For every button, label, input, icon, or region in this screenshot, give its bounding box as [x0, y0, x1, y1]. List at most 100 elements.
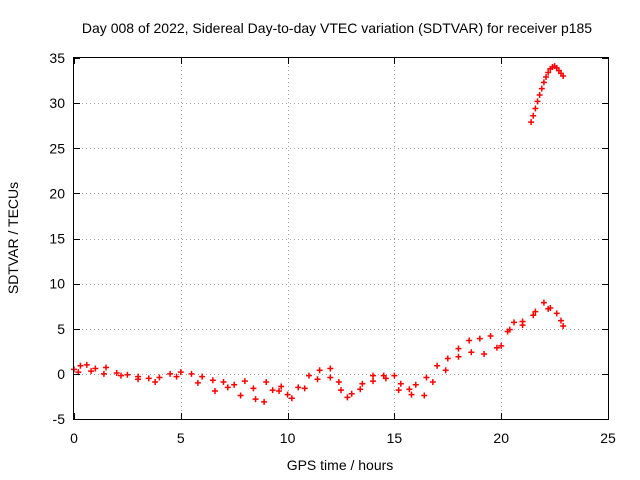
data-point	[540, 299, 547, 306]
y-tick-label: 0	[57, 366, 65, 382]
data-point	[532, 105, 539, 112]
x-axis-label: GPS time / hours	[287, 457, 394, 473]
data-point	[534, 98, 541, 105]
data-point	[357, 386, 364, 393]
data-point	[434, 362, 441, 369]
y-tick-label: 35	[49, 50, 65, 66]
data-point	[519, 322, 526, 329]
data-point	[429, 378, 436, 385]
grid	[74, 58, 608, 419]
data-point	[543, 73, 550, 80]
data-point	[100, 370, 107, 377]
data-point	[177, 369, 184, 376]
x-tick-label: 0	[70, 430, 78, 446]
data-point	[269, 387, 276, 394]
y-tick-label: 15	[49, 231, 65, 247]
data-point	[113, 369, 120, 376]
data-point	[481, 351, 488, 358]
data-point	[152, 378, 159, 385]
data-point	[295, 384, 302, 391]
y-tick-label: 20	[49, 185, 65, 201]
data-point	[199, 373, 206, 380]
plot-frame	[73, 57, 609, 420]
data-point	[224, 384, 231, 391]
data-point	[348, 390, 355, 397]
y-tick-label: 25	[49, 140, 65, 156]
data-point	[156, 374, 163, 381]
data-point	[305, 372, 312, 379]
data-point	[408, 391, 415, 398]
y-tick-label: 10	[49, 276, 65, 292]
data-point	[359, 380, 366, 387]
data-point	[540, 79, 547, 86]
data-point	[83, 361, 90, 368]
y-tick-label: -5	[53, 411, 66, 427]
data-point	[545, 305, 552, 312]
data-point	[314, 376, 321, 383]
data-point	[511, 319, 518, 326]
data-layer	[71, 63, 567, 405]
data-point	[397, 380, 404, 387]
x-tick-label: 5	[177, 430, 185, 446]
data-point	[421, 392, 428, 399]
data-point	[145, 375, 152, 382]
chart-title: Day 008 of 2022, Sidereal Day-to-day VTE…	[82, 20, 592, 36]
data-point	[338, 387, 344, 394]
data-point	[88, 368, 95, 375]
data-point	[528, 119, 535, 126]
data-point	[455, 353, 462, 360]
data-point	[468, 349, 475, 356]
data-point	[209, 377, 216, 384]
data-point	[560, 73, 567, 80]
data-point	[553, 310, 560, 317]
x-tick-label: 10	[280, 430, 296, 446]
data-point	[395, 387, 402, 394]
data-point	[412, 381, 419, 388]
data-point	[498, 342, 505, 349]
data-series	[75, 305, 565, 402]
data-point	[532, 308, 539, 315]
y-tick-label: 30	[49, 95, 65, 111]
data-point	[391, 372, 398, 379]
data-point	[92, 365, 99, 372]
data-point	[476, 335, 483, 342]
data-point	[135, 376, 142, 383]
x-tick-label: 25	[600, 430, 616, 446]
data-point	[77, 362, 84, 369]
data-point	[288, 395, 295, 402]
data-point	[173, 373, 180, 380]
data-point	[241, 378, 248, 385]
data-point	[493, 344, 500, 351]
data-point	[220, 378, 227, 385]
data-point	[560, 323, 567, 330]
data-point	[466, 337, 473, 344]
data-point	[335, 378, 342, 385]
data-point	[261, 398, 268, 405]
data-series	[71, 299, 567, 405]
data-point	[558, 317, 565, 324]
data-point	[423, 374, 430, 381]
data-point	[188, 370, 195, 377]
data-point	[455, 345, 462, 352]
y-tick-label: 5	[57, 321, 65, 337]
data-point	[194, 379, 201, 386]
data-point	[406, 386, 413, 393]
data-point	[250, 385, 257, 392]
data-point	[301, 385, 308, 392]
data-point	[344, 394, 351, 401]
y-axis-label: SDTVAR / TECUs	[5, 182, 21, 294]
data-point	[444, 355, 451, 362]
data-point	[231, 381, 238, 388]
data-point	[530, 112, 537, 119]
data-point	[382, 375, 389, 382]
data-point	[167, 370, 174, 377]
data-point	[327, 365, 334, 372]
data-point	[536, 92, 543, 99]
data-point	[506, 326, 513, 333]
data-point	[263, 378, 270, 385]
data-point	[211, 388, 218, 395]
data-point	[278, 383, 285, 390]
data-point	[237, 392, 244, 399]
